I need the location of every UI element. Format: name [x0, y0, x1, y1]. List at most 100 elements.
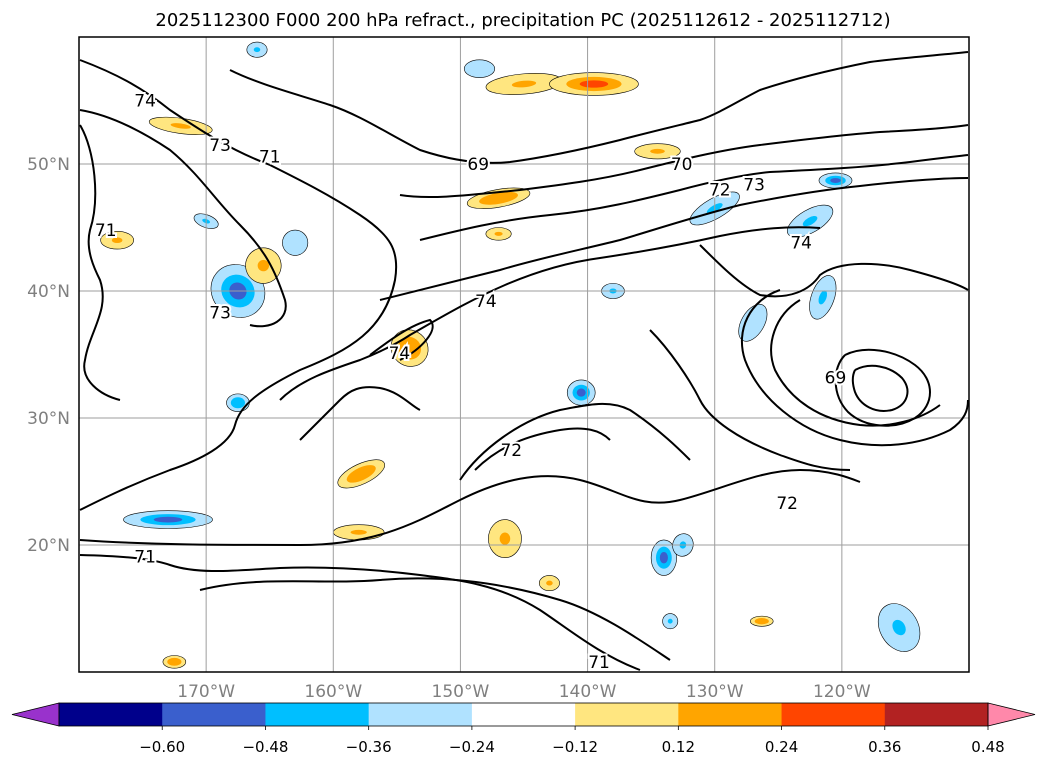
contour-line	[699, 244, 969, 298]
precip-patch	[488, 519, 522, 559]
lat-tick-label: 30°N	[27, 409, 70, 429]
contour-line	[459, 402, 691, 481]
colorbar-tick-label: −0.48	[242, 738, 288, 756]
precip-shade	[291, 238, 300, 247]
precip-patch	[485, 227, 512, 241]
contour-label: 74	[475, 292, 497, 312]
lon-tick-label: 160°W	[304, 682, 362, 702]
precip-shade	[350, 529, 367, 535]
colorbar-segment	[368, 703, 473, 726]
contour-line	[740, 289, 969, 447]
precip-shade	[758, 619, 766, 623]
contour-line	[229, 51, 969, 164]
contour-line	[474, 427, 611, 471]
precip-patch	[123, 510, 213, 529]
contour-label: 74	[134, 92, 156, 112]
colorbar-segment	[678, 703, 783, 726]
contour-label: 72	[500, 441, 522, 461]
precip-shade	[650, 148, 665, 154]
contour-label: 72	[776, 494, 798, 514]
precip-shade	[511, 80, 537, 88]
precip-shade	[153, 516, 183, 523]
precipitation-shading	[100, 41, 921, 669]
precip-shade	[818, 290, 828, 305]
contour-line	[834, 348, 931, 427]
precip-shade	[234, 399, 242, 406]
lat-tick-label: 40°N	[27, 282, 70, 302]
contour-label: 71	[95, 221, 117, 241]
contour-line	[79, 554, 641, 671]
latitude-tick-labels: 20°N 30°N 40°N 50°N	[27, 155, 70, 556]
colorbar-segment	[884, 703, 989, 726]
contour-label: 74	[389, 344, 411, 364]
chart-title: 2025112300 F000 200 hPa refract., precip…	[155, 10, 890, 31]
contour-line	[79, 59, 398, 511]
colorbar-segments	[11, 702, 1036, 727]
contour-line	[649, 329, 851, 471]
precip-patch	[332, 524, 385, 541]
precip-patch	[634, 143, 681, 160]
precip-shade	[494, 231, 503, 236]
colorbar-extend-min	[11, 702, 60, 727]
colorbar-extend-max	[987, 702, 1036, 727]
lat-tick-label: 20°N	[27, 536, 70, 556]
colorbar: −0.60 −0.48 −0.36 −0.24 −0.12 0.12 0.24 0.36 0.4…	[11, 702, 1036, 756]
colorbar-segment	[781, 703, 886, 726]
precip-shade	[892, 619, 906, 636]
colorbar-tick-label: 0.24	[765, 738, 798, 756]
colorbar-segment	[265, 703, 370, 726]
precip-patch	[787, 204, 834, 238]
precip-shade	[111, 237, 123, 244]
contour-label: 73	[209, 136, 231, 156]
lon-tick-label: 130°W	[686, 682, 744, 702]
precip-patch	[538, 575, 560, 592]
lon-tick-label: 120°W	[813, 682, 871, 702]
colorbar-tick-labels: −0.60 −0.48 −0.36 −0.24 −0.12 0.12 0.24 0.36 0.4…	[139, 726, 1005, 756]
precip-patch	[100, 231, 134, 250]
map-background	[79, 37, 969, 672]
precip-shade	[576, 388, 586, 397]
map-plot-area: 74 73 71 71 73 74 74 69 70 72 73 74 72 71 72 69 71	[78, 36, 970, 675]
precip-shade	[353, 469, 369, 479]
contour-labels: 74 73 71 71 73 74 74 69 70 72 73 74 72 71 72 69 71	[93, 90, 848, 675]
colorbar-tick-label: −0.60	[139, 738, 185, 756]
colorbar-segment	[162, 703, 266, 726]
precip-shade	[474, 65, 485, 72]
precip-patch	[549, 72, 639, 96]
contour-line	[419, 154, 969, 241]
contour-label: 69	[467, 155, 489, 175]
lon-tick-label: 150°W	[432, 682, 490, 702]
contour-line	[79, 468, 861, 547]
precip-shade	[748, 316, 758, 329]
lon-tick-label: 140°W	[559, 682, 617, 702]
colorbar-tick-label: 0.48	[971, 738, 1004, 756]
precip-patch	[750, 615, 774, 627]
colorbar-segment	[471, 703, 576, 726]
lon-tick-label: 170°W	[177, 682, 235, 702]
longitude-tick-labels: 170°W 160°W 150°W 140°W 130°W 120°W	[177, 682, 871, 702]
contour-label: 73	[209, 304, 231, 324]
contour-line	[399, 124, 969, 199]
contour-label: 74	[790, 234, 812, 254]
precip-patch	[162, 655, 187, 669]
precip-patch	[818, 172, 853, 189]
contour-label: 71	[588, 653, 610, 673]
precip-patch	[282, 229, 309, 256]
colorbar-tick-label: 0.36	[868, 738, 901, 756]
colorbar-tick-label: 0.12	[662, 738, 695, 756]
precip-shade	[257, 259, 270, 272]
precip-patch	[463, 59, 496, 78]
contour-line	[279, 226, 821, 401]
contour-label: 71	[134, 547, 156, 567]
contour-line	[79, 109, 287, 328]
map-frame	[78, 36, 970, 673]
precip-patch	[566, 379, 596, 406]
precip-patch	[390, 329, 429, 367]
colorbar-tick-label: −0.36	[346, 738, 392, 756]
precip-shade	[802, 215, 818, 227]
precip-patch	[485, 73, 563, 95]
lat-tick-label: 50°N	[27, 155, 70, 175]
colorbar-tick-label: −0.12	[552, 738, 598, 756]
contour-label: 71	[259, 147, 281, 167]
